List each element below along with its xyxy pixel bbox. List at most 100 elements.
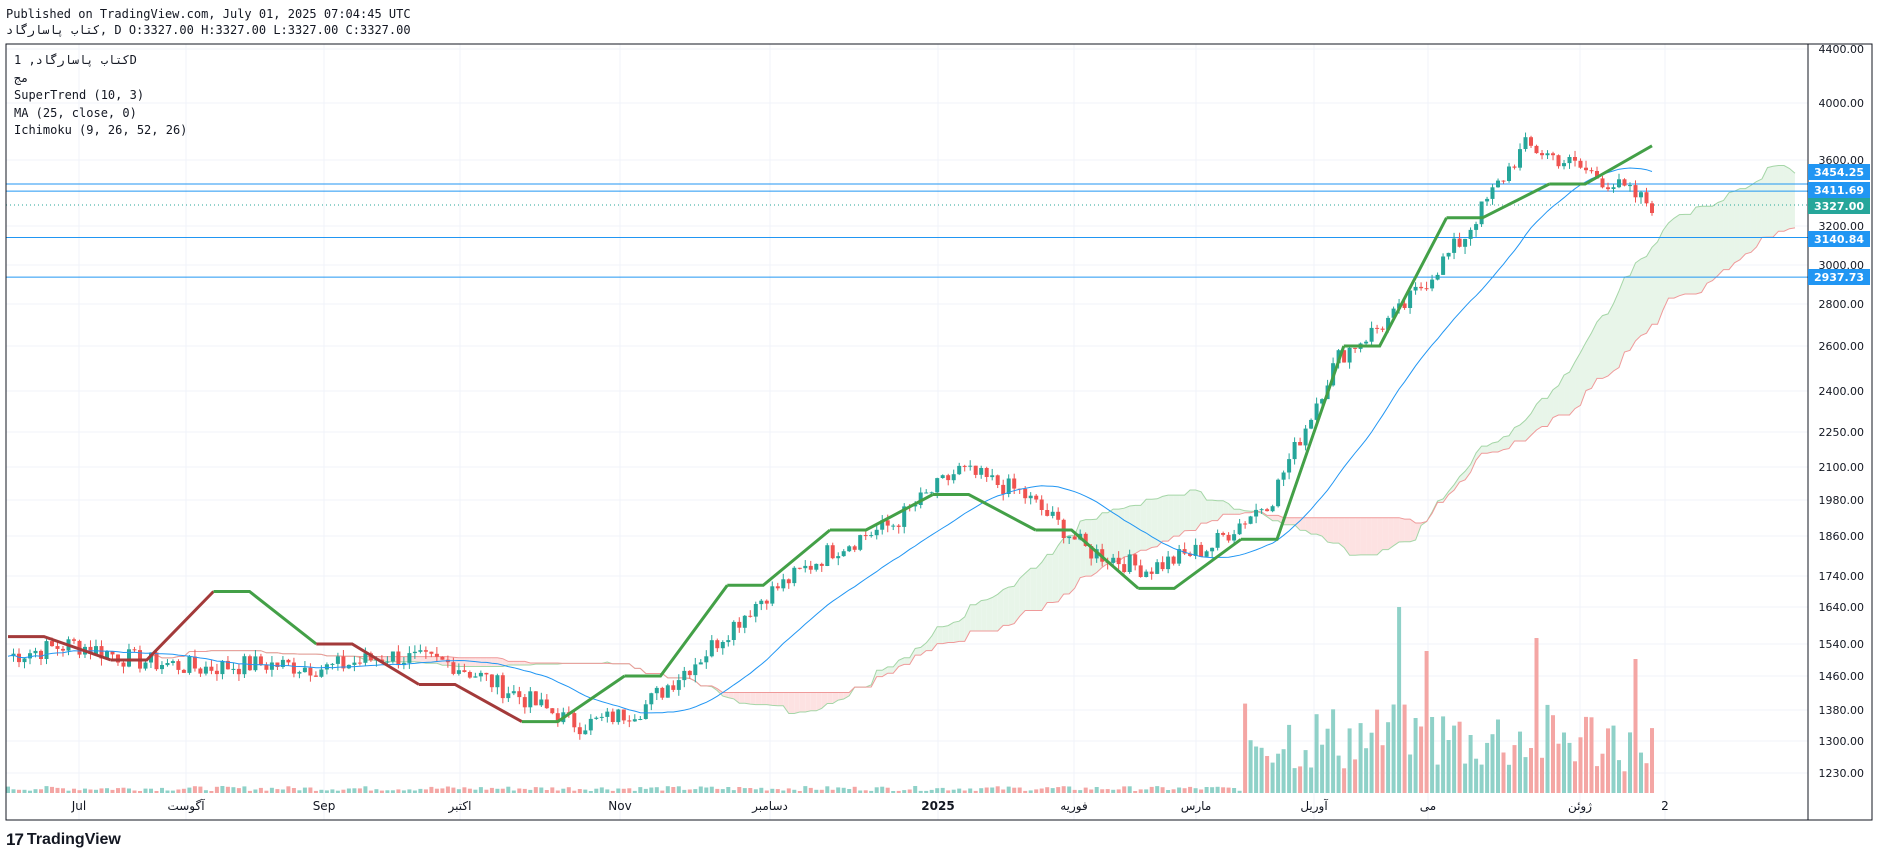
volume-bar	[1265, 756, 1270, 793]
volume-bar	[814, 789, 819, 793]
candle-body	[720, 642, 725, 649]
candle-body	[121, 662, 126, 667]
volume-bar	[627, 788, 632, 793]
volume-bar	[275, 789, 280, 793]
volume-bar	[588, 791, 593, 793]
cloud-segment	[1124, 506, 1130, 557]
legend-exchange: مج	[14, 70, 29, 85]
cloud-segment	[1058, 538, 1064, 602]
cloud-segment	[843, 692, 850, 699]
cloud-segment	[1168, 495, 1174, 542]
volume-bar	[39, 789, 43, 793]
candle-body	[220, 660, 225, 675]
volume-bar	[462, 787, 467, 793]
volume-bar	[847, 789, 852, 793]
candle-body	[1248, 516, 1253, 524]
candle-body	[280, 659, 285, 667]
cloud-segment	[887, 666, 894, 674]
volume-bar	[44, 786, 49, 793]
cloud-segment	[904, 657, 910, 665]
volume-bar	[121, 787, 126, 793]
y-tick-label: 1740.00	[1819, 570, 1865, 583]
candle-body	[231, 668, 236, 670]
volume-bar	[913, 786, 918, 793]
cloud-segment	[1113, 509, 1119, 562]
volume-bar	[1551, 715, 1555, 793]
candle-body	[253, 656, 258, 671]
volume-bar	[929, 789, 934, 793]
candle-body	[170, 661, 175, 663]
volume-bar	[346, 788, 351, 793]
candle-body	[165, 663, 170, 666]
candle-body	[935, 478, 940, 493]
cloud-segment	[1047, 554, 1053, 603]
price-badge	[1808, 231, 1870, 247]
candle-body	[1056, 511, 1061, 520]
candle-body	[1457, 238, 1462, 247]
cloud-segment	[1195, 490, 1202, 531]
cloud-segment	[1382, 517, 1389, 550]
candle-body	[1633, 185, 1638, 198]
volume-bar	[1512, 745, 1517, 793]
candle-body	[1226, 534, 1231, 541]
candle-body	[1050, 511, 1055, 516]
candle-body	[489, 674, 494, 688]
candle-body	[841, 551, 846, 557]
volume-bar	[1116, 789, 1121, 793]
volume-bar	[170, 790, 175, 793]
candle-body	[1468, 229, 1473, 239]
volume-bar	[1534, 638, 1539, 793]
candle-body	[555, 713, 560, 723]
candle-body	[1193, 544, 1198, 556]
candle-body	[1441, 256, 1446, 275]
volume-bar	[946, 790, 951, 793]
volume-bar	[434, 788, 439, 793]
x-tick-label: مارس	[1181, 799, 1212, 814]
cloud-segment	[1052, 545, 1059, 603]
supertrend-segment	[830, 493, 934, 532]
cloud-segment	[1300, 517, 1306, 531]
cloud-segment	[508, 661, 514, 665]
volume-bar	[687, 789, 692, 793]
volume-bar	[1611, 725, 1616, 793]
candle-body	[451, 662, 456, 674]
legend-supertrend[interactable]: SuperTrend (10, 3)	[14, 88, 145, 102]
candle-body	[1347, 347, 1352, 363]
volume-bar	[456, 789, 461, 793]
volume-bar	[407, 789, 412, 793]
cloud-segment	[1575, 352, 1581, 409]
candle-body	[330, 663, 335, 665]
price-badge	[1808, 198, 1870, 214]
candle-body	[396, 651, 401, 666]
volume-bar	[1221, 787, 1226, 793]
volume-bar	[1248, 740, 1253, 793]
volume-bar	[1232, 788, 1237, 793]
volume-bar	[1243, 703, 1248, 793]
volume-bar	[1402, 704, 1407, 793]
cloud-segment	[1569, 361, 1576, 415]
candle-body	[1518, 149, 1522, 168]
volume-bar	[1094, 787, 1099, 793]
cloud-segment	[1091, 519, 1097, 577]
legend-ichimoku[interactable]: Ichimoku (9, 26, 52, 26)	[14, 123, 188, 137]
candle-body	[1430, 279, 1435, 289]
candle-body	[132, 649, 137, 651]
y-tick-label: 1300.00	[1819, 735, 1865, 748]
ma-line	[7, 167, 1653, 714]
candle-body	[1435, 274, 1440, 280]
cloud-segment	[1514, 424, 1521, 441]
tradingview-logo[interactable]: 17 TradingView	[6, 830, 121, 850]
volume-bar	[1067, 786, 1072, 793]
candle-body	[39, 650, 43, 659]
candle-body	[1012, 478, 1017, 489]
cloud-segment	[766, 692, 773, 706]
candle-body	[181, 669, 186, 673]
candle-body	[1045, 510, 1050, 516]
volume-bar	[357, 788, 362, 793]
volume-bar	[704, 787, 709, 793]
volume-bar	[979, 788, 984, 793]
volume-bar	[6, 786, 10, 793]
candle-body	[1023, 488, 1028, 499]
legend-ma[interactable]: MA (25, close, 0)	[14, 105, 137, 120]
